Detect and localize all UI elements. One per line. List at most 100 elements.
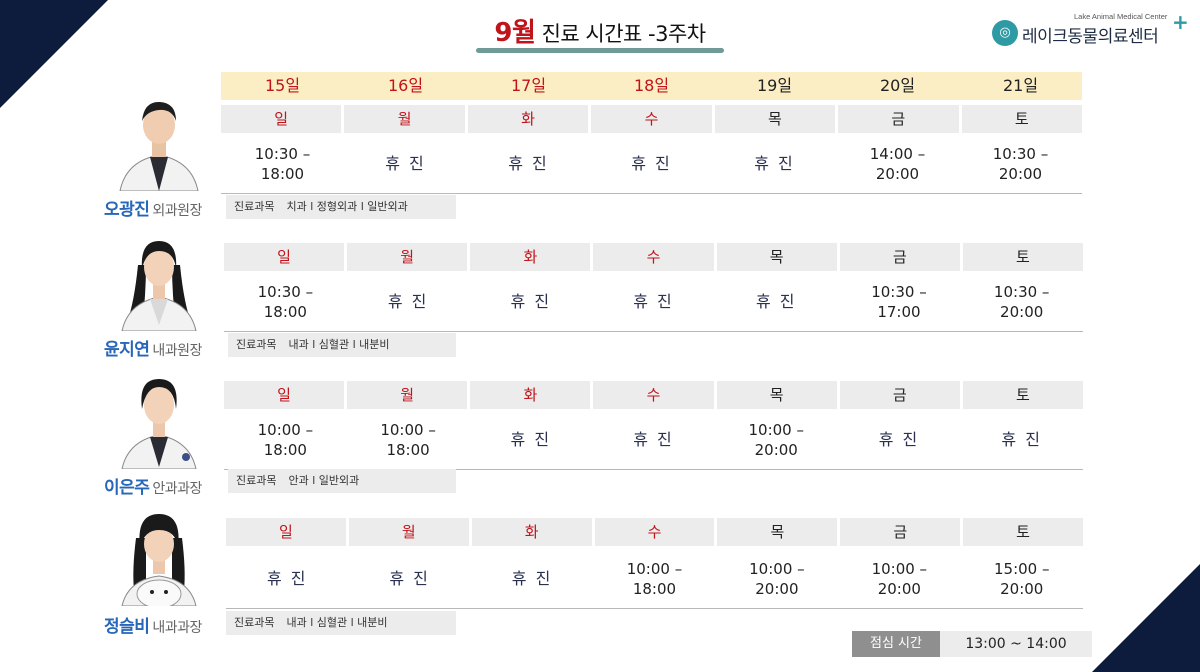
- date-cell: 20일: [879, 76, 916, 95]
- weekday-cell: 월: [344, 105, 465, 133]
- weekday-row: 일 월 화 수 목 금 토: [224, 243, 1083, 271]
- hours-cell: 휴 진: [755, 291, 797, 311]
- weekday-cell: 토: [961, 105, 1082, 133]
- doctor-block: 정슬비 내과과장 일 월 화 수 목 금 토 휴 진 휴 진 휴 진 10:00 …: [0, 510, 1200, 650]
- date-cell: 21일: [1002, 76, 1039, 95]
- date-cell: 17일: [510, 76, 547, 95]
- doctor-name: 오광진: [104, 200, 150, 220]
- hours-cell: 휴 진: [633, 429, 674, 449]
- weekday-cell: 화: [467, 105, 589, 133]
- hours-row: 10:30 – 18:00 휴 진 휴 진 휴 진 휴 진 10:30 – 17…: [224, 272, 1083, 332]
- date-cell: 16일: [387, 76, 424, 95]
- weekday-cell: 화: [471, 518, 592, 546]
- hours-cell: 10:00 – 20:00: [871, 559, 928, 598]
- hours-cell: 휴 진: [387, 291, 429, 311]
- weekday-cell: 금: [839, 381, 960, 409]
- doctor-name-label: 정슬비 내과과장: [104, 612, 202, 637]
- department-info: 진료과목 내과 l 심혈관 l 내분비: [228, 333, 456, 357]
- weekday-cell: 일: [224, 243, 345, 271]
- department-info: 진료과목 안과 l 일반외과: [228, 469, 456, 493]
- doctor-name-label: 이은주 안과과장: [104, 473, 202, 498]
- weekday-cell: 수: [593, 243, 714, 271]
- title-underline: [476, 48, 724, 53]
- doctor-name: 윤지연: [104, 340, 150, 360]
- department-list: 안과 l 일반외과: [288, 474, 360, 487]
- hours-cell: 10:00 – 18:00: [380, 420, 436, 459]
- corner-decoration-top-left: [0, 0, 108, 108]
- hours-cell: 10:30 – 20:00: [992, 144, 1049, 183]
- doctor-photo: [112, 235, 206, 331]
- weekday-row: 일 월 화 수 목 금 토: [221, 105, 1082, 133]
- date-cell: 19일: [756, 76, 793, 95]
- weekday-cell: 목: [714, 105, 836, 133]
- weekday-cell: 월: [348, 518, 469, 546]
- weekday-row: 일 월 화 수 목 금 토: [226, 518, 1084, 546]
- logo-emblem-icon: ◎: [992, 20, 1018, 46]
- department-list: 내과 l 심혈관 l 내분비: [286, 616, 388, 629]
- hours-cell: 10:30 – 20:00: [993, 282, 1050, 321]
- doctor-name: 이은주: [104, 478, 150, 498]
- hours-cell: 휴 진: [878, 429, 920, 449]
- weekday-row: 일 월 화 수 목 금 토: [224, 381, 1083, 409]
- hours-row: 휴 진 휴 진 휴 진 10:00 – 18:00 10:00 – 20:00 …: [226, 549, 1083, 609]
- department-list: 치과 l 정형외과 l 일반외과: [286, 200, 408, 213]
- hours-cell: 휴 진: [1001, 429, 1042, 449]
- clinic-logo: ◎ Lake Animal Medical Center 레이크동물의료센터 +: [990, 12, 1190, 48]
- hours-cell: 10:00 – 18:00: [626, 559, 683, 598]
- department-label: 진료과목: [236, 474, 277, 487]
- doctor-position: 내과과장: [152, 620, 202, 636]
- title-month: 9월: [494, 18, 536, 48]
- lunch-time-box: 점심 시간 13:00 ~ 14:00: [852, 631, 1092, 657]
- weekday-cell: 수: [593, 381, 714, 409]
- doctor-photo: [112, 510, 206, 606]
- weekday-cell: 금: [840, 518, 961, 546]
- weekday-cell: 월: [347, 381, 468, 409]
- department-info: 진료과목 치과 l 정형외과 l 일반외과: [226, 195, 456, 219]
- doctor-name-label: 윤지연 내과원장: [104, 335, 202, 360]
- weekday-cell: 토: [963, 518, 1084, 546]
- department-label: 진료과목: [234, 200, 275, 213]
- weekday-cell: 목: [716, 381, 837, 409]
- date-header-row: 15일 16일 17일 18일 19일 20일 21일: [221, 72, 1082, 100]
- hours-cell: 14:00 – 20:00: [869, 144, 926, 183]
- weekday-cell: 금: [839, 243, 960, 271]
- weekday-cell: 목: [716, 243, 837, 271]
- weekday-cell: 수: [594, 518, 715, 546]
- weekday-cell: 토: [962, 381, 1083, 409]
- weekday-cell: 일: [221, 105, 342, 133]
- page-title: 9월 진료 시간표 -3주차: [0, 12, 1200, 49]
- hours-cell: 휴 진: [754, 153, 795, 173]
- hours-cell: 휴 진: [631, 153, 672, 173]
- hours-cell: 10:30 – 18:00: [257, 282, 314, 321]
- hours-cell: 휴 진: [266, 568, 308, 588]
- hours-cell: 10:30 – 17:00: [871, 282, 927, 321]
- hours-cell: 휴 진: [510, 291, 552, 311]
- weekday-cell: 일: [226, 518, 346, 546]
- weekday-cell: 화: [470, 243, 591, 271]
- doctor-photo: [112, 95, 206, 191]
- weekday-cell: 화: [470, 381, 591, 409]
- doctor-name-label: 오광진 외과원장: [104, 195, 202, 220]
- doctor-photo: [112, 373, 206, 469]
- hours-cell: 휴 진: [510, 429, 552, 449]
- department-label: 진료과목: [236, 338, 277, 351]
- hours-cell: 휴 진: [633, 291, 674, 311]
- logo-english-name: Lake Animal Medical Center: [1074, 12, 1168, 21]
- hours-cell: 10:30 – 18:00: [254, 144, 311, 183]
- title-text: 진료 시간표 -3주차: [535, 22, 707, 46]
- weekday-cell: 수: [591, 105, 712, 133]
- hours-cell: 10:00 – 18:00: [257, 420, 314, 459]
- corner-decoration-bottom-right: [1092, 564, 1200, 672]
- hours-cell: 15:00 – 20:00: [993, 559, 1050, 598]
- department-info: 진료과목 내과 l 심혈관 l 내분비: [226, 611, 456, 635]
- hours-row: 10:30 – 18:00 휴 진 휴 진 휴 진 휴 진 14:00 – 20…: [221, 134, 1082, 194]
- date-cell: 18일: [633, 76, 670, 95]
- doctor-name: 정슬비: [104, 617, 150, 637]
- hours-cell: 10:00 – 20:00: [749, 559, 805, 598]
- date-cell: 15일: [264, 76, 301, 95]
- hours-cell: 10:00 – 20:00: [748, 420, 804, 459]
- doctor-block: 오광진 외과원장 일 월 화 수 목 금 토 10:30 – 18:00 휴 진 …: [0, 95, 1200, 235]
- logo-korean-name: 레이크동물의료센터: [1022, 27, 1159, 47]
- department-list: 내과 l 심혈관 l 내분비: [288, 338, 390, 351]
- doctor-position: 내과원장: [152, 343, 202, 359]
